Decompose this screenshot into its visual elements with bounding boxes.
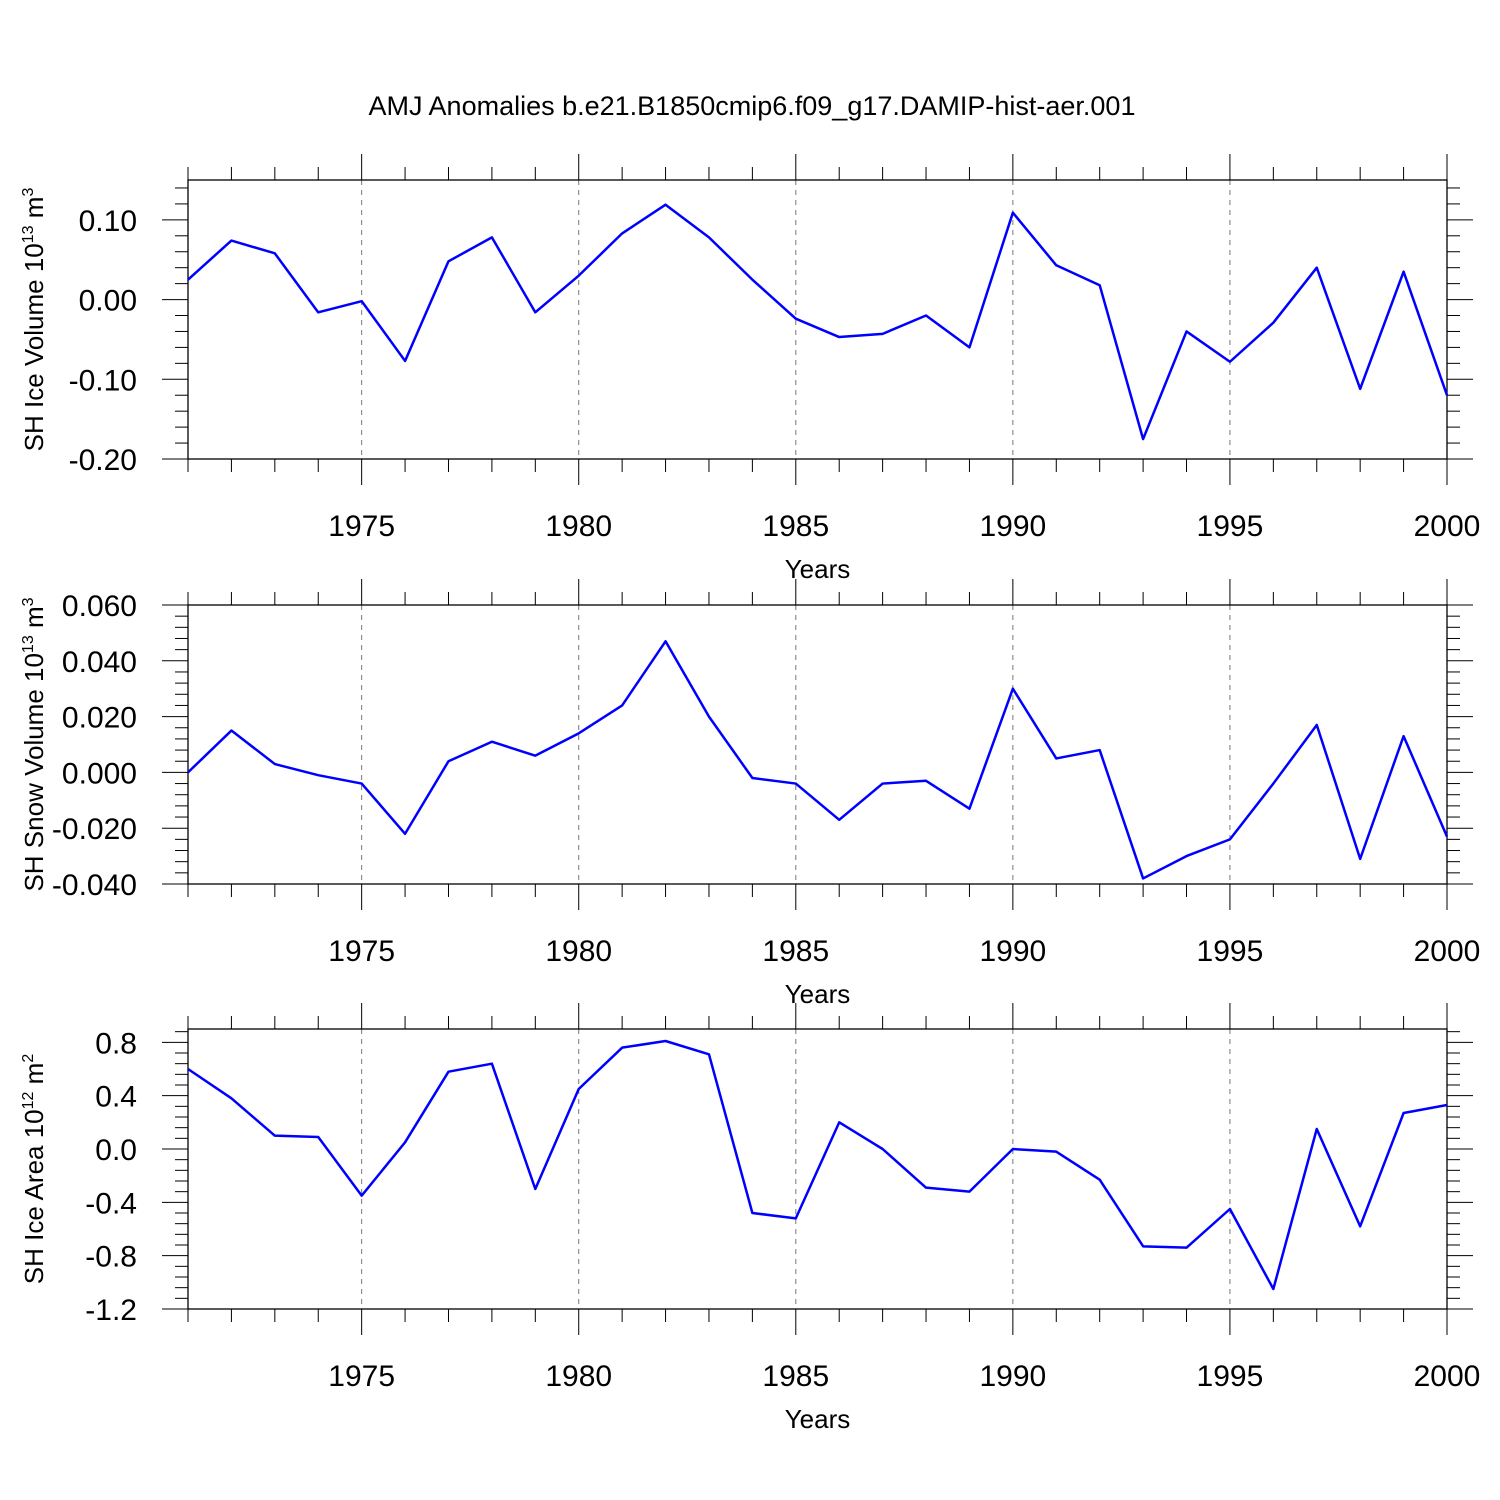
panel-2-y-axis-title: SH Snow Volume 1013 m3 [19,597,49,891]
panel-2-x-tick-label: 1985 [762,935,829,968]
panel-3-y-tick-label: 0.0 [95,1134,137,1167]
panel-3-x-tick-label: 1990 [979,1360,1046,1393]
panel-1-y-axis-title: SH Ice Volume 1013 m3 [19,188,49,452]
panel-1-x-tick-label: 1985 [762,510,829,543]
panel-2-y-tick-label: -0.020 [52,813,137,846]
panel-1-series-line [187,203,1449,441]
panel-3-x-axis-title: Years [785,1404,851,1434]
panel-2-x-tick-label: 1990 [979,935,1046,968]
chart-title: AMJ Anomalies b.e21.B1850cmip6.f09_g17.D… [369,91,1136,121]
panel-2-frame [187,604,1448,885]
panel-3-y-tick-label: -1.2 [85,1294,137,1327]
panel-3-series-line [187,1039,1448,1291]
panel-3-x-tick-label: 2000 [1414,1360,1481,1393]
panel-2-y-tick-label: -0.040 [52,869,137,902]
panel-2-x-tick-label: 2000 [1414,935,1481,968]
panel-2-x-tick-label: 1995 [1197,935,1264,968]
panel-2-y-tick-label: 0.060 [62,590,137,623]
panel-3-x-tick-label: 1995 [1197,1360,1264,1393]
panel-1-x-tick-label: 2000 [1414,510,1481,543]
panel-1-x-tick-label: 1995 [1197,510,1264,543]
panel-2-series-line [187,640,1449,880]
panel-2-y-tick-label: 0.020 [62,702,137,735]
panel-1-y-tick-label: -0.10 [69,364,137,397]
panel-1-y-tick-label: 0.10 [79,205,137,238]
panel-2-x-tick-label: 1980 [545,935,612,968]
panel-2-x-tick-label: 1975 [328,935,395,968]
panel-1-x-tick-label: 1990 [979,510,1046,543]
panel-1-x-axis-title: Years [785,554,851,584]
panel-1-x-tick-label: 1975 [328,510,395,543]
panel-2-y-tick-label: 0.000 [62,757,137,790]
panel-3-y-axis-title: SH Ice Area 1012 m2 [19,1054,49,1285]
panel-1-y-tick-label: -0.20 [69,444,137,477]
panel-3-x-tick-label: 1980 [545,1360,612,1393]
panel-1-x-tick-label: 1980 [545,510,612,543]
panel-2-x-axis-title: Years [785,979,851,1009]
panel-3-y-tick-label: 0.8 [95,1027,137,1060]
panel-3-frame [187,1028,1448,1310]
panel-3-x-tick-label: 1975 [328,1360,395,1393]
panel-3-y-tick-label: -0.4 [85,1187,137,1220]
panel-3-x-tick-label: 1985 [762,1360,829,1393]
panel-3-y-tick-label: 0.4 [95,1081,137,1114]
panel-3-y-tick-label: -0.8 [85,1241,137,1274]
panel-1-frame [187,179,1448,460]
panel-1-y-tick-label: 0.00 [79,285,137,318]
panel-2-y-tick-label: 0.040 [62,646,137,679]
